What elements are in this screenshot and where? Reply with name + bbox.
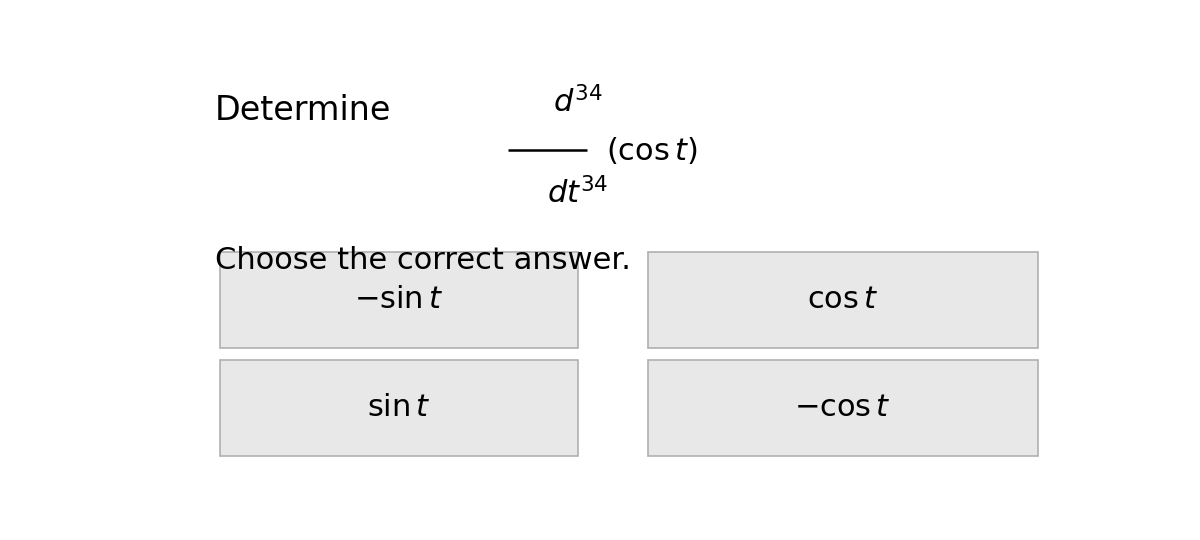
FancyBboxPatch shape: [648, 252, 1038, 348]
Text: $(\cos t)$: $(\cos t)$: [606, 134, 697, 166]
Text: $-\cos t$: $-\cos t$: [794, 393, 892, 422]
FancyBboxPatch shape: [220, 360, 578, 456]
Text: $\cos t$: $\cos t$: [808, 285, 878, 314]
Text: Choose the correct answer.: Choose the correct answer.: [215, 246, 631, 275]
Text: Determine: Determine: [215, 94, 391, 127]
FancyBboxPatch shape: [220, 252, 578, 348]
Text: $dt^{34}$: $dt^{34}$: [547, 177, 608, 210]
Text: $-\sin t$: $-\sin t$: [354, 285, 443, 314]
FancyBboxPatch shape: [648, 360, 1038, 456]
Text: $d^{34}$: $d^{34}$: [553, 86, 602, 119]
Text: $\sin t$: $\sin t$: [367, 393, 431, 422]
